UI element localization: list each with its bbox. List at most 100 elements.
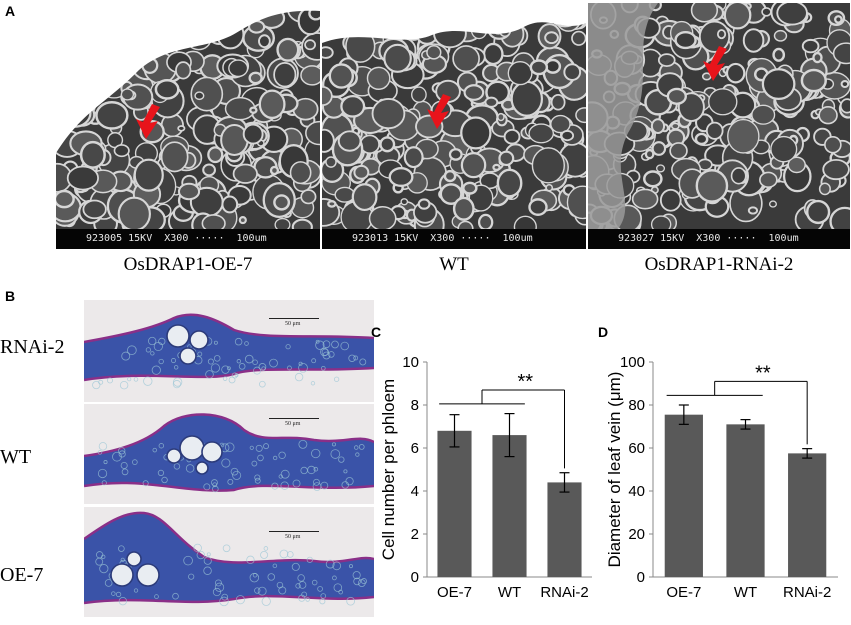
sem-cell — [669, 142, 688, 160]
stained-cell — [158, 443, 165, 449]
stained-cell — [236, 359, 242, 364]
stained-cell — [222, 376, 228, 381]
stained-cell — [286, 365, 292, 371]
sem-cell — [812, 51, 823, 64]
y-tick-label: 10 — [402, 354, 419, 371]
sem-cell — [411, 86, 427, 103]
significance-label: ** — [755, 362, 771, 384]
stained-cell — [143, 376, 153, 386]
sem-cell — [207, 146, 224, 164]
stained-cell — [213, 340, 218, 345]
sem-tissue-edge — [322, 3, 586, 43]
y-tick-label: 4 — [411, 483, 419, 500]
stained-cell — [328, 351, 335, 358]
sem-cell — [351, 183, 378, 212]
stained-cell — [205, 370, 214, 379]
scale-line — [269, 418, 319, 419]
stained-cell — [120, 557, 125, 562]
sem-cell — [273, 61, 297, 88]
vessel — [179, 347, 197, 365]
stained-cell — [353, 577, 361, 586]
stained-cell — [333, 583, 343, 592]
sem-cell — [273, 194, 291, 211]
y-tick-label: 0 — [411, 569, 419, 586]
stained-cell — [196, 550, 205, 560]
stained-cell — [306, 556, 313, 563]
sem-cell — [550, 114, 571, 134]
stained-cell — [291, 562, 300, 571]
sem-cell — [353, 164, 370, 180]
sem-tissue-edge — [588, 3, 658, 229]
stained-cell — [244, 354, 254, 364]
stained-cell — [132, 459, 138, 465]
stained-cell — [118, 545, 125, 552]
sem-micrograph — [322, 3, 586, 243]
sem-cell — [839, 98, 850, 114]
sem-cell — [95, 101, 129, 130]
stained-cell — [286, 551, 294, 558]
sem-cell — [550, 93, 566, 111]
sem-cell — [666, 87, 687, 105]
scale-text: 50 μm — [285, 421, 301, 427]
stained-cell — [354, 445, 359, 450]
stained-cell — [119, 381, 129, 390]
sem-cell — [276, 37, 300, 62]
stained-cell — [103, 460, 108, 465]
stained-cell — [253, 366, 262, 375]
stained-cell — [188, 573, 195, 580]
red-arrow-icon — [703, 46, 727, 81]
stained-cell — [322, 340, 331, 349]
stained-cell — [312, 482, 322, 491]
sem-cell — [120, 88, 135, 101]
stained-cell — [321, 348, 329, 356]
sem-cell — [325, 156, 337, 168]
stained-cell — [261, 596, 271, 606]
leaf-epidermis — [84, 313, 374, 344]
stained-cell — [212, 587, 222, 597]
stained-cell — [244, 341, 249, 346]
stained-cell — [310, 381, 316, 386]
y-tick-label: 2 — [411, 526, 419, 543]
sem-cell — [528, 198, 548, 216]
sem-cell — [545, 183, 554, 192]
stained-cell — [320, 365, 326, 371]
sem-cell — [82, 199, 107, 220]
stained-cell — [313, 478, 320, 486]
stained-cell — [295, 583, 301, 589]
stained-cell — [197, 351, 203, 357]
sem-cell — [56, 189, 75, 209]
x-tick-label: RNAi-2 — [783, 584, 831, 601]
sem-cell — [566, 185, 586, 220]
vessel — [179, 435, 205, 461]
sem-cell — [242, 123, 264, 145]
sem-cell — [160, 141, 189, 173]
bar — [726, 424, 765, 577]
stained-cell — [359, 358, 367, 366]
sem-cell — [269, 165, 280, 176]
scale-line — [269, 531, 319, 532]
sem-cell — [761, 68, 796, 101]
y-tick-label: 20 — [628, 526, 645, 543]
stained-cell — [150, 351, 155, 356]
row-label-wt: WT — [0, 446, 32, 468]
sem-cell — [220, 123, 249, 156]
stained-cell — [97, 450, 103, 455]
stained-cell — [325, 559, 335, 569]
stained-cell — [254, 587, 261, 594]
stained-cell — [211, 479, 218, 487]
leaf-epidermis — [84, 413, 374, 458]
x-tick-label: RNAi-2 — [540, 584, 588, 601]
sem-cell — [824, 136, 842, 154]
stained-cell — [203, 566, 212, 575]
sem-micrograph — [588, 3, 850, 243]
stained-cell — [331, 442, 337, 447]
sem-cell — [716, 29, 727, 40]
sem-cell — [801, 38, 820, 54]
stained-cell — [255, 444, 263, 452]
stained-cell — [320, 593, 327, 599]
sem-caption: OsDRAP1-OE-7 — [123, 254, 253, 275]
tissue-section — [84, 413, 374, 493]
sem-cell — [644, 148, 655, 160]
vessel — [126, 551, 142, 567]
stained-cell — [221, 365, 230, 374]
